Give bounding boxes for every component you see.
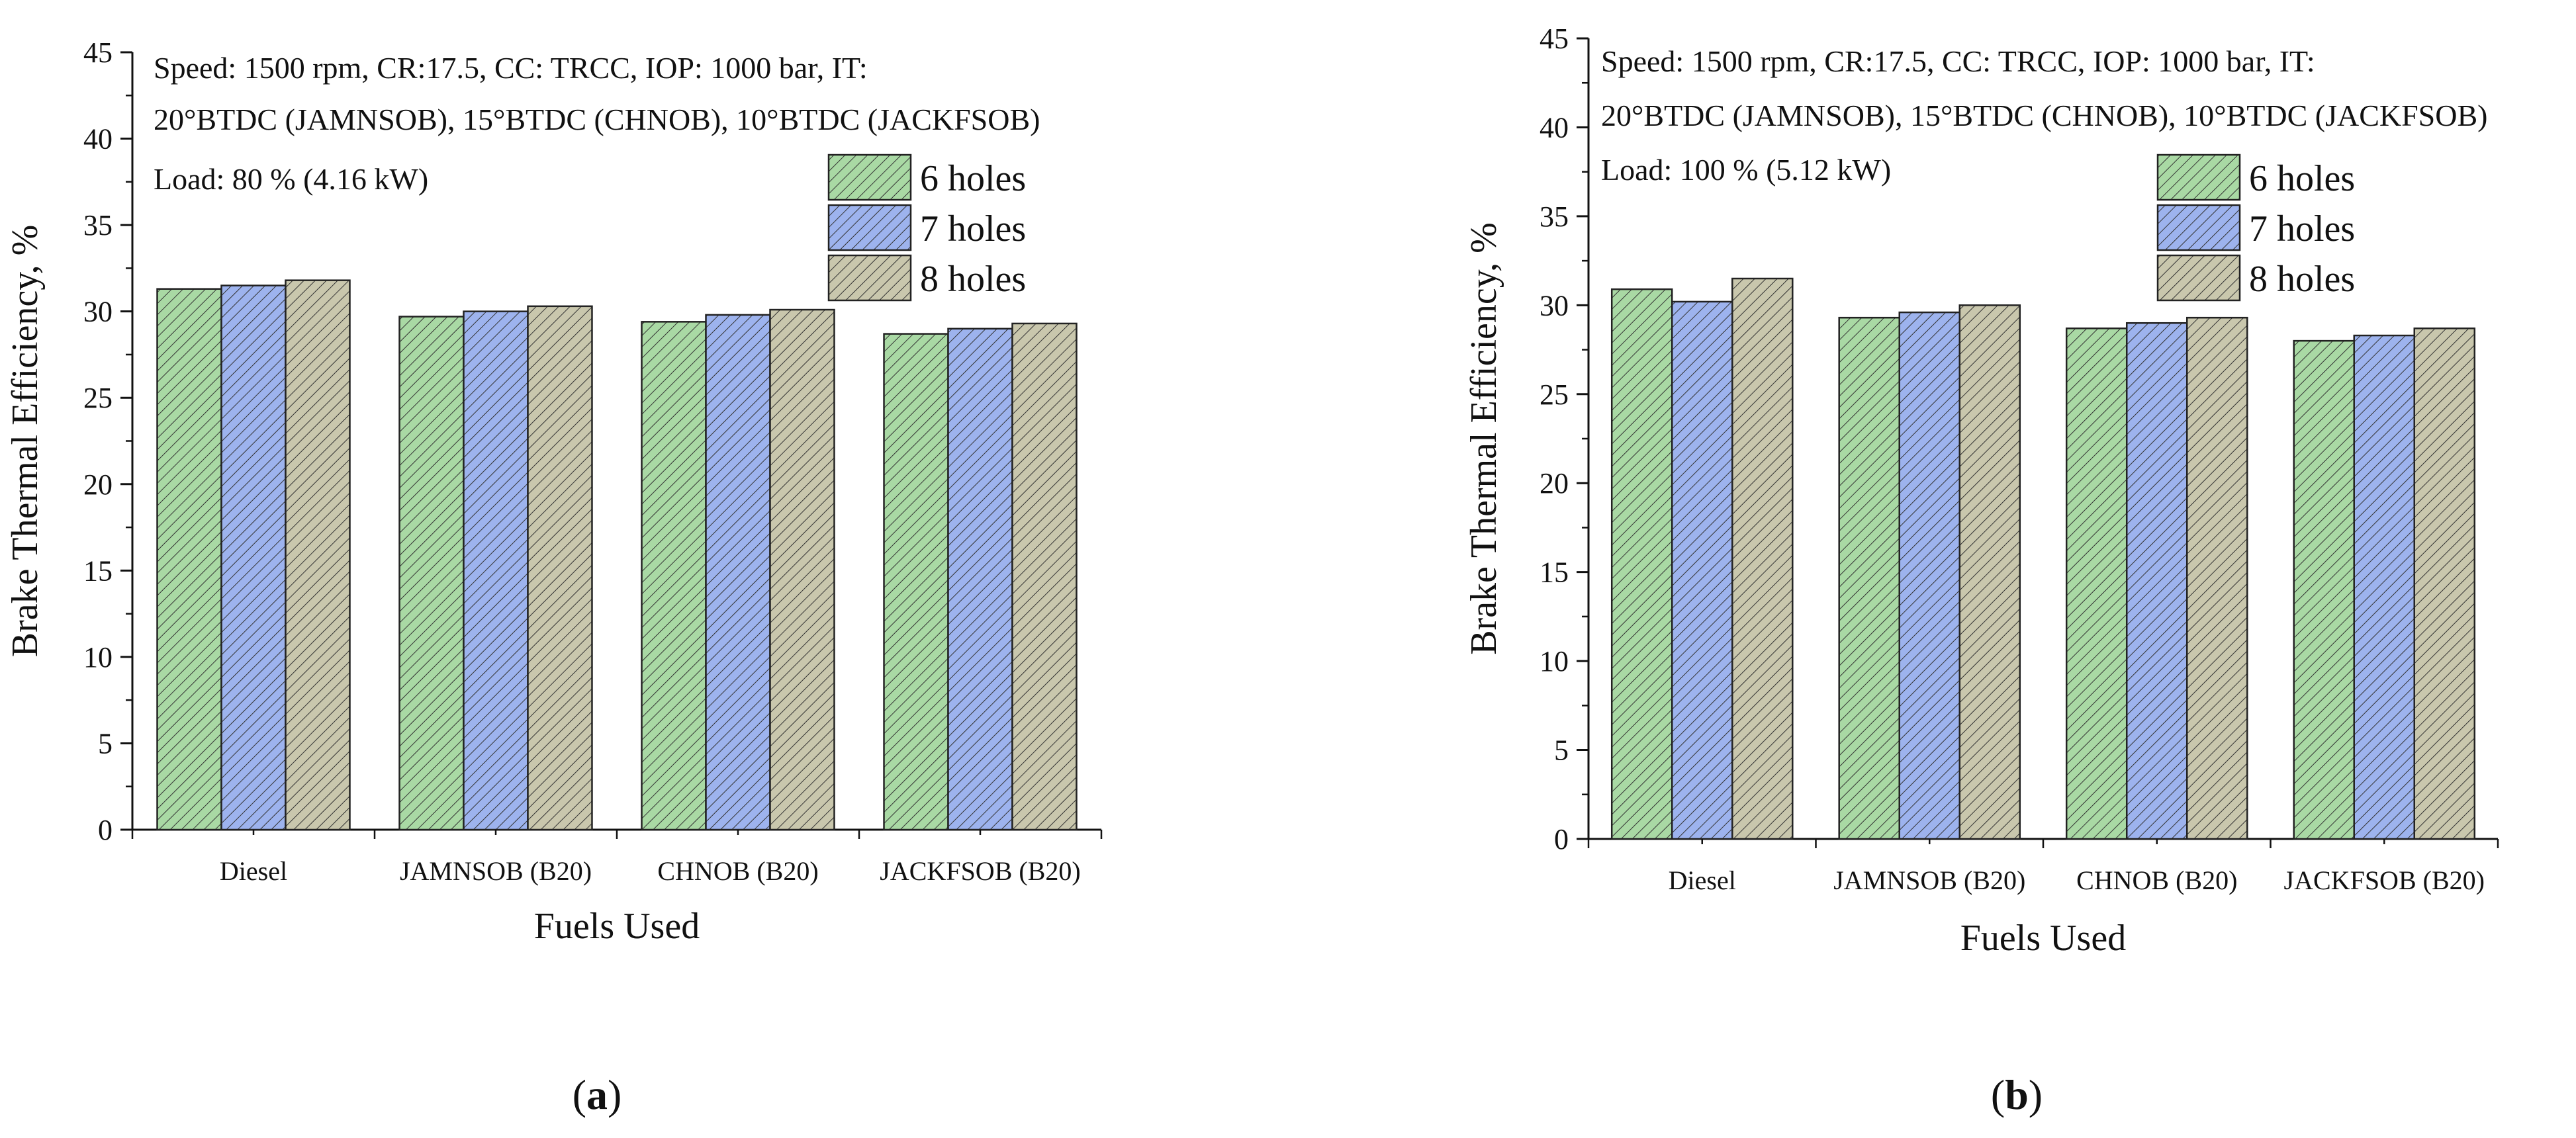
bar-2-2 [2186,316,2248,840]
x-tick-label: Diesel [1669,865,1736,895]
x-tick-label: Diesel [220,856,287,886]
y-tick-label: 0 [98,814,113,846]
y-axis-title: Brake Thermal Efficiency, % [1463,222,1504,655]
annotation-line-2: Load: 100 % (5.12 kW) [1601,153,1891,187]
legend-label-2: 8 holes [920,259,1026,300]
bar-0-2 [1731,277,1794,840]
bar-3-0 [883,333,949,831]
annotation-line-0: Speed: 1500 rpm, CR:17.5, CC: TRCC, IOP:… [1601,44,2315,78]
legend-swatch-1 [827,204,912,251]
bar-3-2 [1011,322,1078,831]
legend-label-0: 6 holes [920,158,1026,199]
x-tick-label: JACKFSOB (B20) [2284,865,2485,895]
y-tick-label: 30 [1540,289,1569,322]
bar-0-1 [220,284,287,831]
legend: 6 holes 7 holes 8 holes [827,153,1026,302]
panel-caption: (a) [573,1071,622,1118]
legend-label-0: 6 holes [2249,158,2355,199]
annotation-line-1: 20°BTDC (JAMNSOB), 15°BTDC (CHNOB), 10°B… [154,103,1040,136]
bar-1-0 [1838,316,1900,840]
x-tick-label: CHNOB (B20) [2076,865,2237,895]
y-tick-label: 5 [1554,734,1569,767]
y-tick-label: 30 [83,296,113,328]
y-tick-label: 45 [83,36,113,69]
legend-swatch-0 [827,153,912,201]
chart-panel-a: 0 5 10 15 20 25 30 35 40 45 Diesel JAMNSOB (B20) CHN… [5,36,1103,1118]
bar-3-2 [2413,328,2476,840]
annotation-line-2: Load: 80 % (4.16 kW) [154,162,428,196]
legend-label-1: 7 holes [920,208,1026,249]
x-tick-label: JACKFSOB (B20) [880,856,1080,886]
panel-caption: (b) [1991,1071,2043,1118]
annotation-line-1: 20°BTDC (JAMNSOB), 15°BTDC (CHNOB), 10°B… [1601,99,2487,132]
y-tick-label: 25 [83,382,113,414]
x-tick-label: CHNOB (B20) [657,856,818,886]
bar-2-1 [2125,322,2188,840]
y-tick-label: 10 [1540,645,1569,678]
x-tick-label: JAMNSOB (B20) [1833,865,2025,895]
y-tick-label: 40 [1540,111,1569,144]
bar-2-1 [705,314,771,831]
bar-1-1 [1898,311,1961,840]
bar-1-0 [398,316,465,831]
bar-2-0 [641,321,707,831]
bar-1-2 [527,305,593,831]
legend-label-1: 7 holes [2249,208,2355,249]
bar-1-2 [1958,304,2021,840]
bar-0-2 [285,279,351,831]
y-tick-label: 5 [98,727,113,760]
legend-swatch-1 [2156,204,2241,251]
bar-0-0 [156,288,222,831]
annotation-line-0: Speed: 1500 rpm, CR:17.5, CC: TRCC, IOP:… [154,51,868,85]
x-axis-title: Fuels Used [534,906,700,947]
bar-1-1 [463,310,529,831]
legend-label-2: 8 holes [2249,259,2355,300]
legend-swatch-0 [2156,153,2241,201]
y-axis-title: Brake Thermal Efficiency, % [5,225,46,658]
bar-3-1 [947,328,1013,831]
y-tick-label: 45 [1540,22,1569,55]
bar-3-0 [2293,339,2355,840]
legend-swatch-2 [827,254,912,302]
y-tick-label: 15 [1540,556,1569,589]
y-tick-label: 15 [83,554,113,587]
y-tick-label: 35 [83,209,113,241]
y-tick-label: 35 [1540,200,1569,233]
y-tick-label: 25 [1540,378,1569,411]
y-tick-label: 0 [1554,823,1569,855]
x-tick-label: JAMNSOB (B20) [400,856,592,886]
y-tick-label: 10 [83,641,113,674]
y-tick-label: 20 [83,468,113,501]
y-tick-label: 40 [83,123,113,155]
x-axis-title: Fuels Used [1960,918,2126,959]
y-tick-label: 20 [1540,467,1569,500]
legend: 6 holes 7 holes 8 holes [2156,153,2355,302]
chart-panel-b: 0 5 10 15 20 25 30 35 40 45 Diesel JAMNSOB (B20) CHN… [1463,22,2499,1118]
bar-3-1 [2353,334,2416,840]
legend-swatch-2 [2156,254,2241,302]
bar-0-1 [1671,300,1733,840]
bar-0-0 [1610,288,1673,840]
bar-2-2 [769,308,835,831]
bar-2-0 [2065,328,2128,840]
